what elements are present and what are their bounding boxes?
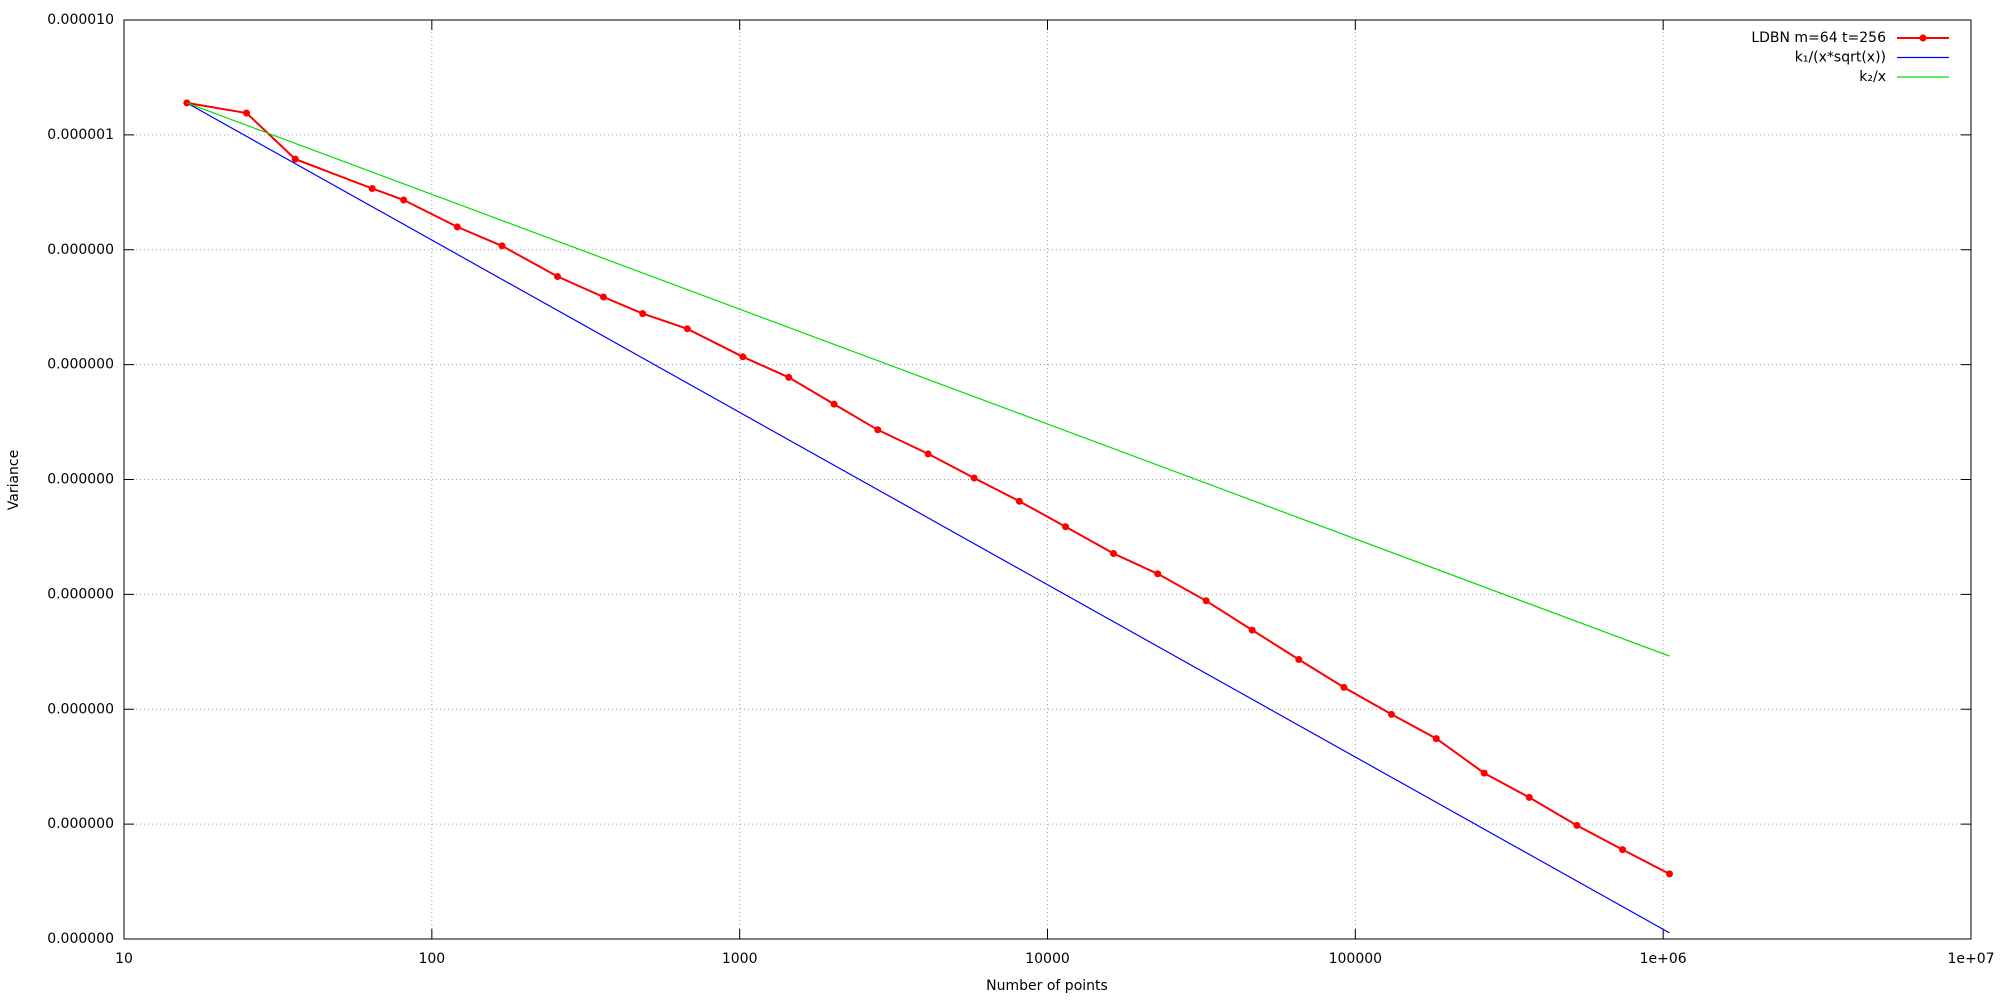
- data-point: [1387, 710, 1395, 718]
- data-point: [291, 155, 299, 163]
- series-line: [186, 101, 1670, 875]
- plot-frame: [123, 19, 1972, 940]
- legend-label: k₂/x: [1859, 69, 1886, 85]
- data-point: [400, 196, 408, 204]
- x-tick-label: 1e+07: [1947, 951, 1994, 967]
- data-point: [1340, 683, 1348, 691]
- x-tick-label: 10: [115, 951, 133, 967]
- data-point: [785, 373, 793, 381]
- x-tick-label: 100000: [1329, 951, 1382, 967]
- series-line: [186, 102, 1670, 934]
- data-point: [683, 325, 691, 333]
- legend-label: LDBN m=64 t=256: [1751, 30, 1886, 46]
- data-point: [242, 109, 250, 117]
- data-point: [1248, 626, 1256, 634]
- y-tick-label: 0.000000: [47, 931, 114, 947]
- data-point: [1573, 821, 1581, 829]
- y-tick-label: 0.000000: [47, 242, 114, 258]
- data-point: [874, 426, 882, 434]
- data-point: [1015, 497, 1023, 505]
- data-point: [599, 293, 607, 301]
- data-point: [554, 272, 562, 280]
- data-point: [1432, 735, 1440, 743]
- data-point: [1110, 549, 1118, 557]
- data-point: [368, 185, 376, 193]
- legend-marker: [1919, 34, 1927, 42]
- y-tick-label: 0.000000: [47, 472, 114, 488]
- x-axis-label: Number of points: [986, 978, 1108, 994]
- legend-label: k₁/(x*sqrt(x)): [1795, 50, 1886, 66]
- x-tick-label: 1000: [722, 951, 758, 967]
- y-tick-label: 0.000000: [47, 701, 114, 717]
- data-point: [1619, 846, 1627, 854]
- data-point: [498, 242, 506, 250]
- data-point: [739, 353, 747, 361]
- data-point: [830, 400, 838, 408]
- data-point: [639, 310, 647, 318]
- y-axis-label: Variance: [6, 450, 22, 510]
- x-tick-label: 1e+06: [1640, 951, 1687, 967]
- data-point: [1480, 769, 1488, 777]
- data-point: [1295, 656, 1303, 664]
- x-tick-label: 100: [418, 951, 445, 967]
- data-point: [1062, 523, 1070, 531]
- series-line: [186, 102, 1670, 657]
- data-point: [453, 223, 461, 231]
- data-point: [1666, 870, 1674, 878]
- y-tick-label: 0.000001: [47, 127, 114, 143]
- data-point: [1525, 793, 1533, 801]
- x-tick-label: 10000: [1025, 951, 1070, 967]
- y-tick-label: 0.000000: [47, 816, 114, 832]
- data-point: [1202, 597, 1210, 605]
- data-point: [970, 474, 978, 482]
- y-tick-label: 0.000000: [47, 586, 114, 602]
- y-tick-label: 0.000000: [47, 357, 114, 373]
- y-tick-label: 0.000010: [47, 12, 114, 28]
- data-point: [1154, 570, 1162, 578]
- data-point: [924, 450, 932, 458]
